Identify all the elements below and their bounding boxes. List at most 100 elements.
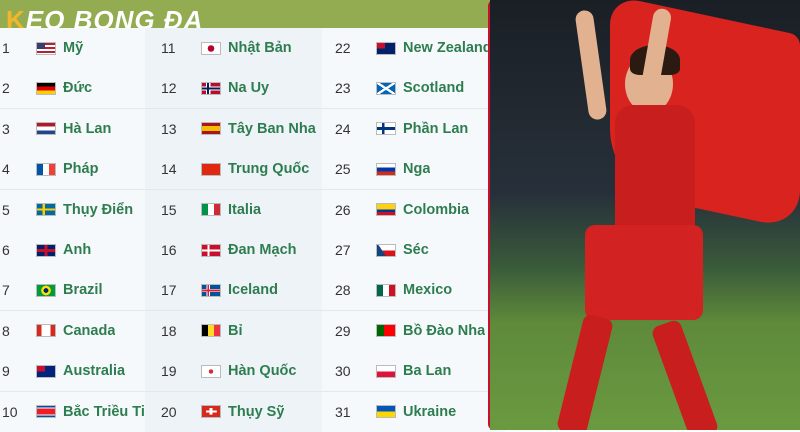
rank-number: 20 [161,403,177,420]
rank-number: 10 [2,403,18,420]
country-name[interactable]: Thụy Điển [63,201,134,218]
country-name[interactable]: Canada [63,322,116,339]
poland-flag-icon [376,364,396,378]
player-shirt [615,105,695,230]
ranking-cell: 24 Phần Lan [322,108,505,149]
country-name[interactable]: Colombia [403,201,470,218]
canada-flag-icon [36,324,56,338]
table-row: 1 Mỹ 11 Nhật Bản 22 New Zealand [0,28,505,69]
rank-number: 18 [161,322,177,339]
rank-number: 6 [2,242,10,258]
england-flag-icon [36,243,56,257]
country-name[interactable]: Iceland [228,282,278,299]
country-name[interactable]: Brazil [63,282,103,299]
country-name[interactable]: Bỉ [228,322,243,339]
usa-flag-icon [36,41,56,55]
country-name[interactable]: Tây Ban Nha [228,120,316,137]
ukraine-flag-icon [376,405,396,419]
colombia-flag-icon [376,203,396,217]
scotland-flag-icon [376,81,396,95]
ranking-table: 1 Mỹ 11 Nhật Bản 22 New Zealand 2 Đức 12 Na Uy 23 S… [0,28,505,432]
ranking-cell: 22 New Zealand [322,28,505,68]
ranking-cell: 9 Australia [0,351,145,392]
brazil-flag-icon [36,283,56,297]
ranking-cell: 12 Na Uy [145,68,322,109]
czech-flag-icon [376,243,396,257]
rank-number: 17 [161,282,177,299]
country-name[interactable]: Mexico [403,282,453,299]
country-name[interactable]: Hà Lan [63,120,112,137]
rank-number: 8 [2,322,10,339]
country-name[interactable]: New Zealand [403,40,492,56]
rank-number: 28 [335,282,351,299]
ranking-cell: 26 Colombia [322,189,505,230]
country-name[interactable]: Hàn Quốc [228,363,297,380]
country-name[interactable]: Pháp [63,161,99,178]
switzerland-flag-icon [201,405,221,419]
country-name[interactable]: Australia [63,363,126,380]
country-name[interactable]: Italia [228,201,262,218]
country-name[interactable]: Séc [403,242,429,258]
japan-flag-icon [201,41,221,55]
ranking-cell: 19 Hàn Quốc [145,351,322,392]
ranking-cell: 16 Đan Mạch [145,230,322,270]
ranking-cell: 4 Pháp [0,149,145,190]
country-name[interactable]: Na Uy [228,80,270,97]
table-row: 3 Hà Lan 13 Tây Ban Nha 24 Phần Lan [0,108,505,150]
player-leg-left [555,313,615,430]
ranking-cell: 13 Tây Ban Nha [145,108,322,149]
ranking-cell: 25 Nga [322,149,505,190]
table-row: 8 Canada 18 Bỉ 29 Bồ Đào Nha [0,310,505,352]
iceland-flag-icon [201,283,221,297]
country-name[interactable]: Thụy Sỹ [228,403,285,420]
country-name[interactable]: Nga [403,161,431,178]
portugal-flag-icon [376,324,396,338]
ranking-cell: 2 Đức [0,68,145,109]
ranking-cell: 30 Ba Lan [322,351,505,392]
player-arm-left [574,9,608,121]
rank-number: 26 [335,201,351,218]
germany-flag-icon [36,81,56,95]
spain-flag-icon [201,122,221,136]
rank-number: 27 [335,242,351,258]
rank-number: 2 [2,80,10,97]
rank-number: 14 [161,161,177,178]
country-name[interactable]: Phần Lan [403,120,469,137]
country-name[interactable]: Đan Mạch [228,242,297,258]
new-zealand-flag-icon [376,41,396,55]
mexico-flag-icon [376,283,396,297]
country-name[interactable]: Scotland [403,80,465,97]
italy-flag-icon [201,203,221,217]
ranking-cell: 31 Ukraine [322,391,505,432]
table-row: 7 Brazil 17 Iceland 28 Mexico [0,270,505,311]
rank-number: 31 [335,403,351,420]
australia-flag-icon [36,364,56,378]
sweden-flag-icon [36,203,56,217]
rank-number: 25 [335,161,351,178]
rank-number: 13 [161,120,177,137]
north-korea-flag-icon [36,405,56,419]
denmark-flag-icon [201,243,221,257]
table-row: 5 Thụy Điển 15 Italia 26 Colombia [0,189,505,230]
country-name[interactable]: Trung Quốc [228,161,310,178]
rank-number: 4 [2,161,10,178]
ranking-cell: 5 Thụy Điển [0,189,145,230]
ranking-cell: 6 Anh [0,230,145,270]
country-name[interactable]: Đức [63,80,93,97]
rank-number: 23 [335,80,351,97]
country-name[interactable]: Anh [63,242,92,258]
country-name[interactable]: Bồ Đào Nha [403,322,486,339]
ranking-cell: 7 Brazil [0,270,145,311]
player-shorts [585,225,703,320]
country-name[interactable]: Bắc Triều Tiên [63,403,145,420]
china-flag-icon [201,162,221,176]
country-name[interactable]: Ukraine [403,403,457,420]
country-name[interactable]: Ba Lan [403,363,452,380]
ranking-cell: 23 Scotland [322,68,505,109]
ranking-cell: 27 Séc [322,230,505,270]
rank-number: 3 [2,120,10,137]
belgium-flag-icon [201,324,221,338]
country-name[interactable]: Nhật Bản [228,40,292,56]
norway-flag-icon [201,81,221,95]
country-name[interactable]: Mỹ [63,40,84,56]
